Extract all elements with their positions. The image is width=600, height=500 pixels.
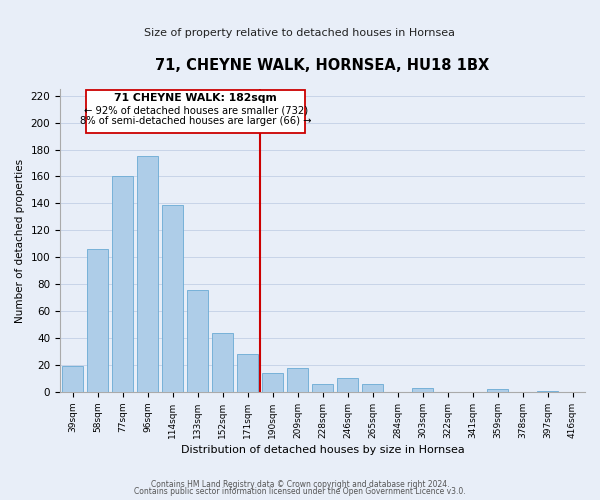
Text: Contains public sector information licensed under the Open Government Licence v3: Contains public sector information licen… bbox=[134, 488, 466, 496]
Bar bbox=[262, 373, 283, 392]
Bar bbox=[362, 384, 383, 392]
Bar bbox=[112, 176, 133, 392]
FancyBboxPatch shape bbox=[86, 90, 305, 134]
Bar bbox=[412, 388, 433, 392]
Text: ← 92% of detached houses are smaller (732): ← 92% of detached houses are smaller (73… bbox=[83, 105, 308, 115]
Bar bbox=[62, 366, 83, 392]
Text: 8% of semi-detached houses are larger (66) →: 8% of semi-detached houses are larger (6… bbox=[80, 116, 311, 126]
Text: Contains HM Land Registry data © Crown copyright and database right 2024.: Contains HM Land Registry data © Crown c… bbox=[151, 480, 449, 489]
X-axis label: Distribution of detached houses by size in Hornsea: Distribution of detached houses by size … bbox=[181, 445, 464, 455]
Text: 71 CHEYNE WALK: 182sqm: 71 CHEYNE WALK: 182sqm bbox=[114, 93, 277, 103]
Y-axis label: Number of detached properties: Number of detached properties bbox=[15, 158, 25, 322]
Title: 71, CHEYNE WALK, HORNSEA, HU18 1BX: 71, CHEYNE WALK, HORNSEA, HU18 1BX bbox=[155, 58, 490, 72]
Bar bbox=[487, 390, 508, 392]
Bar bbox=[312, 384, 333, 392]
Text: Size of property relative to detached houses in Hornsea: Size of property relative to detached ho… bbox=[145, 28, 455, 38]
Bar bbox=[337, 378, 358, 392]
Bar bbox=[237, 354, 258, 392]
Bar bbox=[87, 249, 108, 392]
Bar bbox=[287, 368, 308, 392]
Bar bbox=[137, 156, 158, 392]
Bar bbox=[212, 332, 233, 392]
Bar bbox=[537, 390, 558, 392]
Bar bbox=[187, 290, 208, 392]
Bar bbox=[162, 205, 183, 392]
